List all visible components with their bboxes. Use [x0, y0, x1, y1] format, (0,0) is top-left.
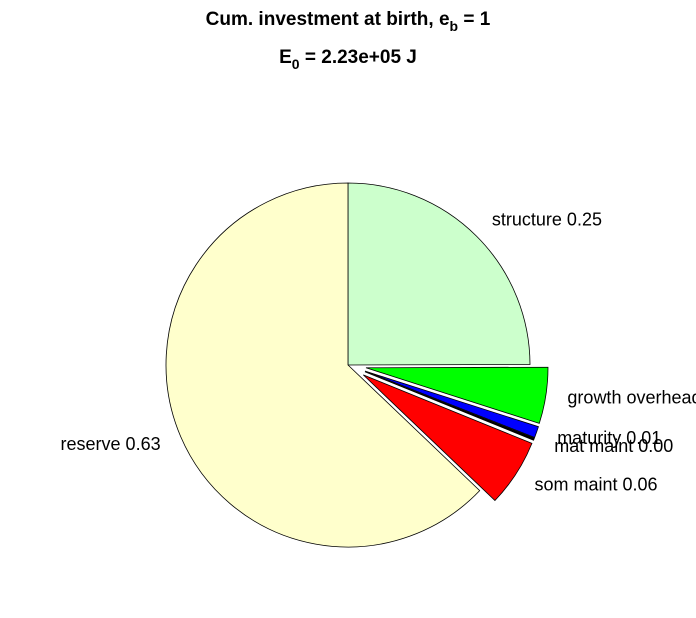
title-subscript: b: [450, 18, 459, 34]
slice-label: som maint 0.06: [534, 474, 657, 494]
title-part: = 1: [458, 9, 491, 30]
pie-slice: [365, 370, 539, 438]
slice-label: structure 0.25: [492, 209, 602, 229]
slice-label: growth overhead 0.05: [567, 388, 696, 408]
slice-label: mat maint 0.00: [554, 436, 673, 456]
slice-label: reserve 0.63: [61, 434, 161, 454]
subtitle-part: E: [279, 47, 292, 68]
title-part: Cum. investment at birth, e: [206, 9, 450, 30]
pie-slice: [363, 374, 533, 502]
subtitle-part: = 2.23e+05 J: [300, 47, 417, 68]
pie-slice: [365, 366, 549, 424]
subtitle-subscript: 0: [292, 56, 300, 72]
pie-slice: [165, 182, 481, 548]
pie-slice: [364, 371, 535, 441]
slice-label: maturity 0.01: [557, 428, 661, 448]
pie-slice: [347, 182, 531, 366]
chart-title: Cum. investment at birth, eb = 1: [206, 9, 491, 34]
chart-subtitle: E0 = 2.23e+05 J: [279, 47, 417, 72]
